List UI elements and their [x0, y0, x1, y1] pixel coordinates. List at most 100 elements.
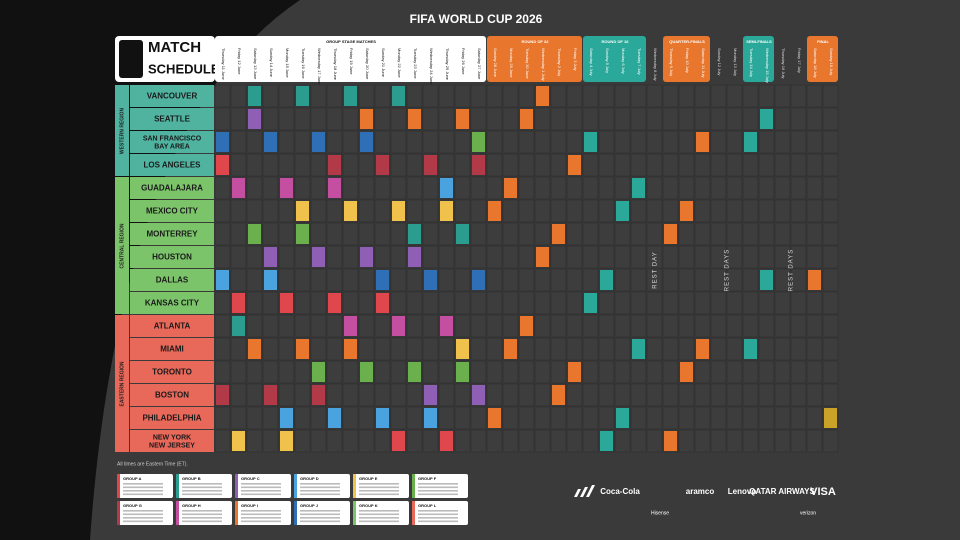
grid-cell	[630, 314, 647, 338]
grid-cell	[454, 199, 471, 223]
team-line	[418, 483, 458, 485]
grid-cell	[726, 245, 743, 269]
grid-cell	[726, 84, 743, 108]
grid-cell	[550, 130, 567, 154]
grid-cell	[486, 360, 503, 384]
grid-cell	[518, 406, 535, 430]
grid-cell	[758, 199, 775, 223]
grid-cell	[326, 199, 343, 223]
grid-cell	[758, 153, 775, 177]
grid-cell	[454, 291, 471, 315]
match-block	[616, 408, 629, 428]
grid-cell	[662, 314, 679, 338]
grid-cell	[518, 383, 535, 407]
grid-cell	[422, 360, 439, 384]
stage-label: FINAL	[817, 39, 829, 44]
match-block	[760, 270, 773, 290]
grid-cell	[214, 84, 231, 108]
grid-cell	[694, 107, 711, 131]
city-cell	[130, 407, 214, 429]
date-label: Wednesday 24 June	[429, 48, 434, 85]
grid-cell	[806, 176, 823, 200]
grid-cell	[646, 176, 663, 200]
team-line	[182, 483, 222, 485]
match-block	[664, 224, 677, 244]
grid-cell	[710, 337, 727, 361]
grid-cell	[534, 383, 551, 407]
grid-cell	[518, 153, 535, 177]
grid-cell	[646, 245, 663, 269]
team-line	[300, 520, 340, 523]
grid-cell	[822, 314, 839, 338]
grid-cell	[454, 153, 471, 177]
grid-cell	[694, 84, 711, 108]
grid-cell	[678, 406, 695, 430]
match-block	[232, 293, 245, 313]
grid-cell	[598, 291, 615, 315]
match-block	[328, 293, 341, 313]
grid-cell	[406, 406, 423, 430]
dark-arc	[0, 0, 300, 540]
team-line	[241, 517, 281, 519]
grid-cell	[582, 406, 599, 430]
grid-cell	[310, 84, 327, 108]
city-cell	[130, 246, 214, 268]
grid-cell	[518, 176, 535, 200]
match-block	[344, 316, 357, 336]
team-line	[241, 483, 281, 485]
grid-cell	[598, 107, 615, 131]
grid-cell	[598, 406, 615, 430]
group-box	[294, 501, 350, 525]
grid-cell	[710, 153, 727, 177]
group-label: GROUP D	[300, 476, 319, 481]
group-label: GROUP F	[418, 476, 437, 481]
region-strip	[115, 315, 129, 452]
grid-cell	[374, 429, 391, 453]
grid-cell	[230, 222, 247, 246]
group-stripe	[176, 474, 179, 498]
grid-cell	[774, 291, 791, 315]
grid-cell	[806, 222, 823, 246]
grid-cell	[310, 199, 327, 223]
grid-cell	[214, 291, 231, 315]
grid-cell	[694, 199, 711, 223]
team-line	[359, 513, 399, 516]
match-block	[440, 201, 453, 221]
grid-cell	[806, 130, 823, 154]
grid-cell	[822, 176, 839, 200]
grid-cell	[790, 291, 807, 315]
match-block	[360, 132, 373, 152]
grid-cell	[582, 245, 599, 269]
logo-emblem	[119, 40, 143, 78]
grid-cell	[710, 383, 727, 407]
grid-cell	[406, 383, 423, 407]
match-block	[424, 155, 437, 175]
group-stripe	[294, 501, 297, 525]
rest-label: REST DAY	[653, 251, 659, 288]
grid-cell	[550, 406, 567, 430]
date-label: Saturday 4 July	[589, 48, 594, 76]
grid-cell	[806, 199, 823, 223]
date-label: Thursday 11 June	[221, 48, 226, 80]
grid-cell	[662, 245, 679, 269]
grid-cell	[390, 245, 407, 269]
grid-cell	[342, 222, 359, 246]
grid-cell	[294, 176, 311, 200]
grid-cell	[774, 406, 791, 430]
grid-cell	[422, 245, 439, 269]
team-line	[359, 486, 399, 489]
grid-cell	[534, 130, 551, 154]
team-line	[418, 510, 458, 512]
grid-cell	[214, 199, 231, 223]
date-label: Saturday 27 June	[477, 48, 482, 80]
date-label: Wednesday 1 July	[541, 48, 546, 81]
match-block	[312, 247, 325, 267]
grid-cell	[710, 130, 727, 154]
grid-cell	[742, 199, 759, 223]
grid-cell	[470, 337, 487, 361]
grid-cell	[310, 429, 327, 453]
grid-cell	[694, 153, 711, 177]
grid-cell	[598, 176, 615, 200]
sponsor: VISA	[810, 486, 836, 498]
grid-cell	[534, 429, 551, 453]
